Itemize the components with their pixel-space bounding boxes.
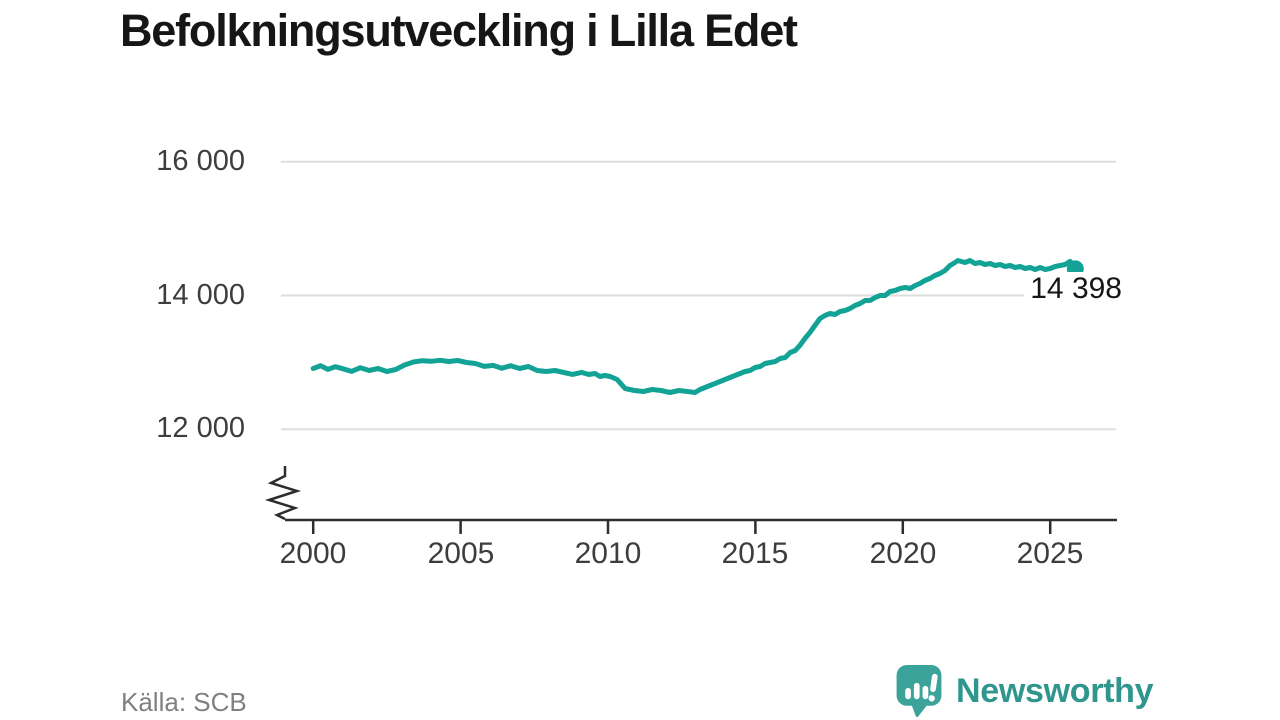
x-axis-tick-label: 2025 [1016, 537, 1084, 570]
y-axis-tick-label: 12 000 [156, 412, 245, 444]
latest-value-label: 14 398 [1024, 272, 1124, 305]
gridlines [281, 160, 1116, 431]
exclamation-icon [928, 673, 938, 702]
y-axis-tick-label: 16 000 [156, 145, 245, 177]
newsworthy-branding: Newsworthy [893, 663, 1154, 719]
newsworthy-logo-icon [896, 665, 942, 718]
source-caption: Källa: SCB [121, 687, 247, 717]
x-axis-tick-label: 2020 [869, 537, 937, 570]
y-axis-tick-label: 14 000 [156, 279, 245, 311]
chart-title: Befolkningsutveckling i Lilla Edet [120, 5, 798, 56]
newsworthy-wordmark: Newsworthy [956, 672, 1154, 710]
x-axis-tick-label: 2015 [721, 537, 789, 570]
population-line-series [310, 258, 1078, 395]
y-axis-break-icon [264, 466, 302, 521]
x-axis-ticks [311, 520, 1052, 534]
x-axis-tick-label: 2000 [279, 537, 347, 570]
x-axis-tick-label: 2010 [574, 537, 642, 570]
x-axis-tick-label: 2005 [427, 537, 495, 570]
